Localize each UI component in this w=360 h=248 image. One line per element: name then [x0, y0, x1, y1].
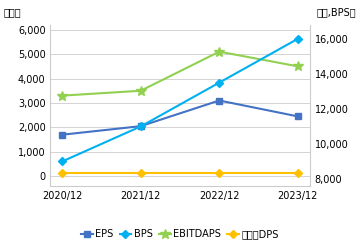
Legend: EPS, BPS, EBITDAPS, 보통주DPS: EPS, BPS, EBITDAPS, 보통주DPS	[77, 225, 283, 243]
Text: （원,BPS）: （원,BPS）	[317, 7, 356, 17]
Text: （원）: （원）	[4, 7, 21, 17]
